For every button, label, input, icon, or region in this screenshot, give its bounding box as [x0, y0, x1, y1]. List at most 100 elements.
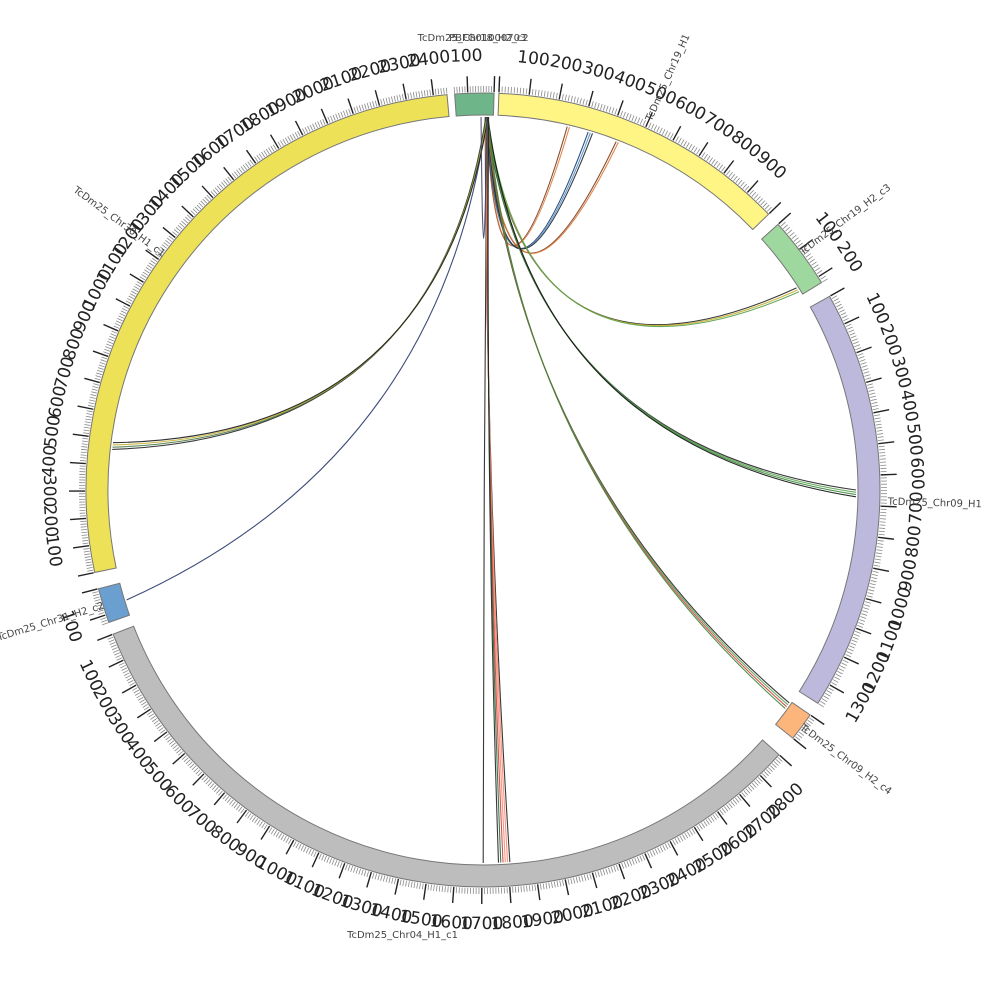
minor-tick	[688, 144, 693, 150]
minor-tick	[238, 806, 243, 812]
minor-tick	[805, 722, 812, 727]
minor-tick	[114, 323, 121, 327]
tick-label: 200	[548, 51, 584, 77]
minor-tick	[625, 112, 629, 119]
minor-tick	[123, 305, 129, 309]
minor-tick	[91, 388, 98, 391]
minor-tick	[160, 729, 166, 734]
minor-tick	[303, 846, 307, 853]
minor-tick	[437, 88, 440, 95]
minor-tick	[92, 385, 99, 389]
minor-tick	[802, 726, 808, 732]
minor-tick	[758, 777, 763, 783]
minor-tick	[249, 814, 254, 821]
major-tick	[865, 597, 882, 604]
minor-tick	[576, 97, 579, 104]
minor-tick	[282, 138, 287, 145]
minor-tick	[444, 886, 446, 893]
minor-tick	[705, 819, 710, 825]
minor-tick	[380, 99, 383, 106]
segment-chr30h1	[85, 94, 450, 574]
minor-tick	[838, 668, 845, 672]
major-tick	[588, 90, 594, 107]
minor-tick	[862, 368, 869, 371]
minor-tick	[85, 561, 92, 564]
minor-tick	[877, 540, 884, 542]
minor-tick	[86, 410, 93, 413]
minor-tick	[816, 270, 823, 274]
minor-tick	[767, 767, 773, 773]
major-tick	[528, 78, 532, 95]
minor-tick	[803, 250, 809, 255]
minor-tick	[179, 222, 185, 228]
minor-tick	[765, 769, 771, 775]
minor-tick	[168, 740, 175, 745]
minor-tick	[864, 601, 871, 604]
minor-tick	[873, 564, 880, 567]
minor-tick	[430, 884, 432, 891]
minor-tick	[175, 227, 181, 232]
minor-tick	[213, 786, 219, 792]
tick-label: 1700	[460, 914, 503, 934]
minor-tick	[876, 546, 883, 548]
minor-tick	[231, 173, 237, 179]
tick-label: 100	[41, 533, 65, 568]
minor-tick	[218, 183, 224, 189]
minor-tick	[358, 868, 361, 875]
minor-tick	[270, 145, 275, 152]
major-tick	[873, 409, 890, 414]
minor-tick	[361, 869, 364, 876]
minor-tick	[755, 779, 761, 784]
minor-tick	[105, 346, 112, 350]
minor-tick	[240, 808, 245, 814]
minor-tick	[570, 878, 573, 885]
minor-tick	[845, 654, 852, 658]
minor-tick	[861, 613, 868, 616]
minor-tick	[84, 556, 91, 558]
tick-label: 400	[39, 444, 61, 478]
minor-tick	[667, 842, 671, 849]
major-tick	[77, 572, 94, 577]
minor-tick	[718, 164, 723, 170]
minor-tick	[656, 126, 660, 133]
minor-tick	[151, 717, 158, 723]
minor-tick	[343, 110, 346, 117]
segments-layer	[85, 92, 881, 888]
minor-tick	[851, 639, 858, 643]
minor-tick	[642, 854, 646, 861]
minor-tick	[809, 717, 815, 722]
link-chr31h2	[126, 116, 488, 601]
minor-tick	[631, 858, 635, 865]
minor-tick	[163, 733, 169, 739]
minor-tick	[793, 237, 799, 242]
minor-tick	[127, 298, 133, 302]
minor-tick	[438, 885, 441, 892]
minor-tick	[345, 109, 349, 116]
major-tick	[108, 659, 124, 668]
minor-tick	[226, 797, 232, 804]
minor-tick	[427, 884, 430, 891]
minor-tick	[858, 622, 865, 625]
minor-tick	[556, 880, 559, 888]
minor-tick	[620, 110, 623, 117]
minor-tick	[737, 795, 742, 801]
minor-tick	[605, 105, 609, 112]
minor-tick	[181, 755, 187, 760]
minor-tick	[101, 356, 108, 360]
minor-tick	[845, 323, 852, 327]
minor-tick	[197, 771, 203, 777]
minor-tick	[733, 175, 738, 181]
minor-tick	[728, 802, 733, 809]
minor-tick	[83, 429, 90, 432]
minor-tick	[879, 527, 886, 529]
minor-tick	[195, 769, 201, 775]
minor-tick	[132, 687, 138, 691]
minor-tick	[879, 524, 886, 526]
minor-tick	[637, 117, 641, 124]
minor-tick	[628, 114, 632, 120]
segment-chr09h1	[798, 295, 881, 704]
minor-tick	[861, 365, 868, 368]
minor-tick	[832, 679, 839, 683]
minor-tick	[110, 644, 117, 648]
major-tick	[223, 166, 235, 181]
